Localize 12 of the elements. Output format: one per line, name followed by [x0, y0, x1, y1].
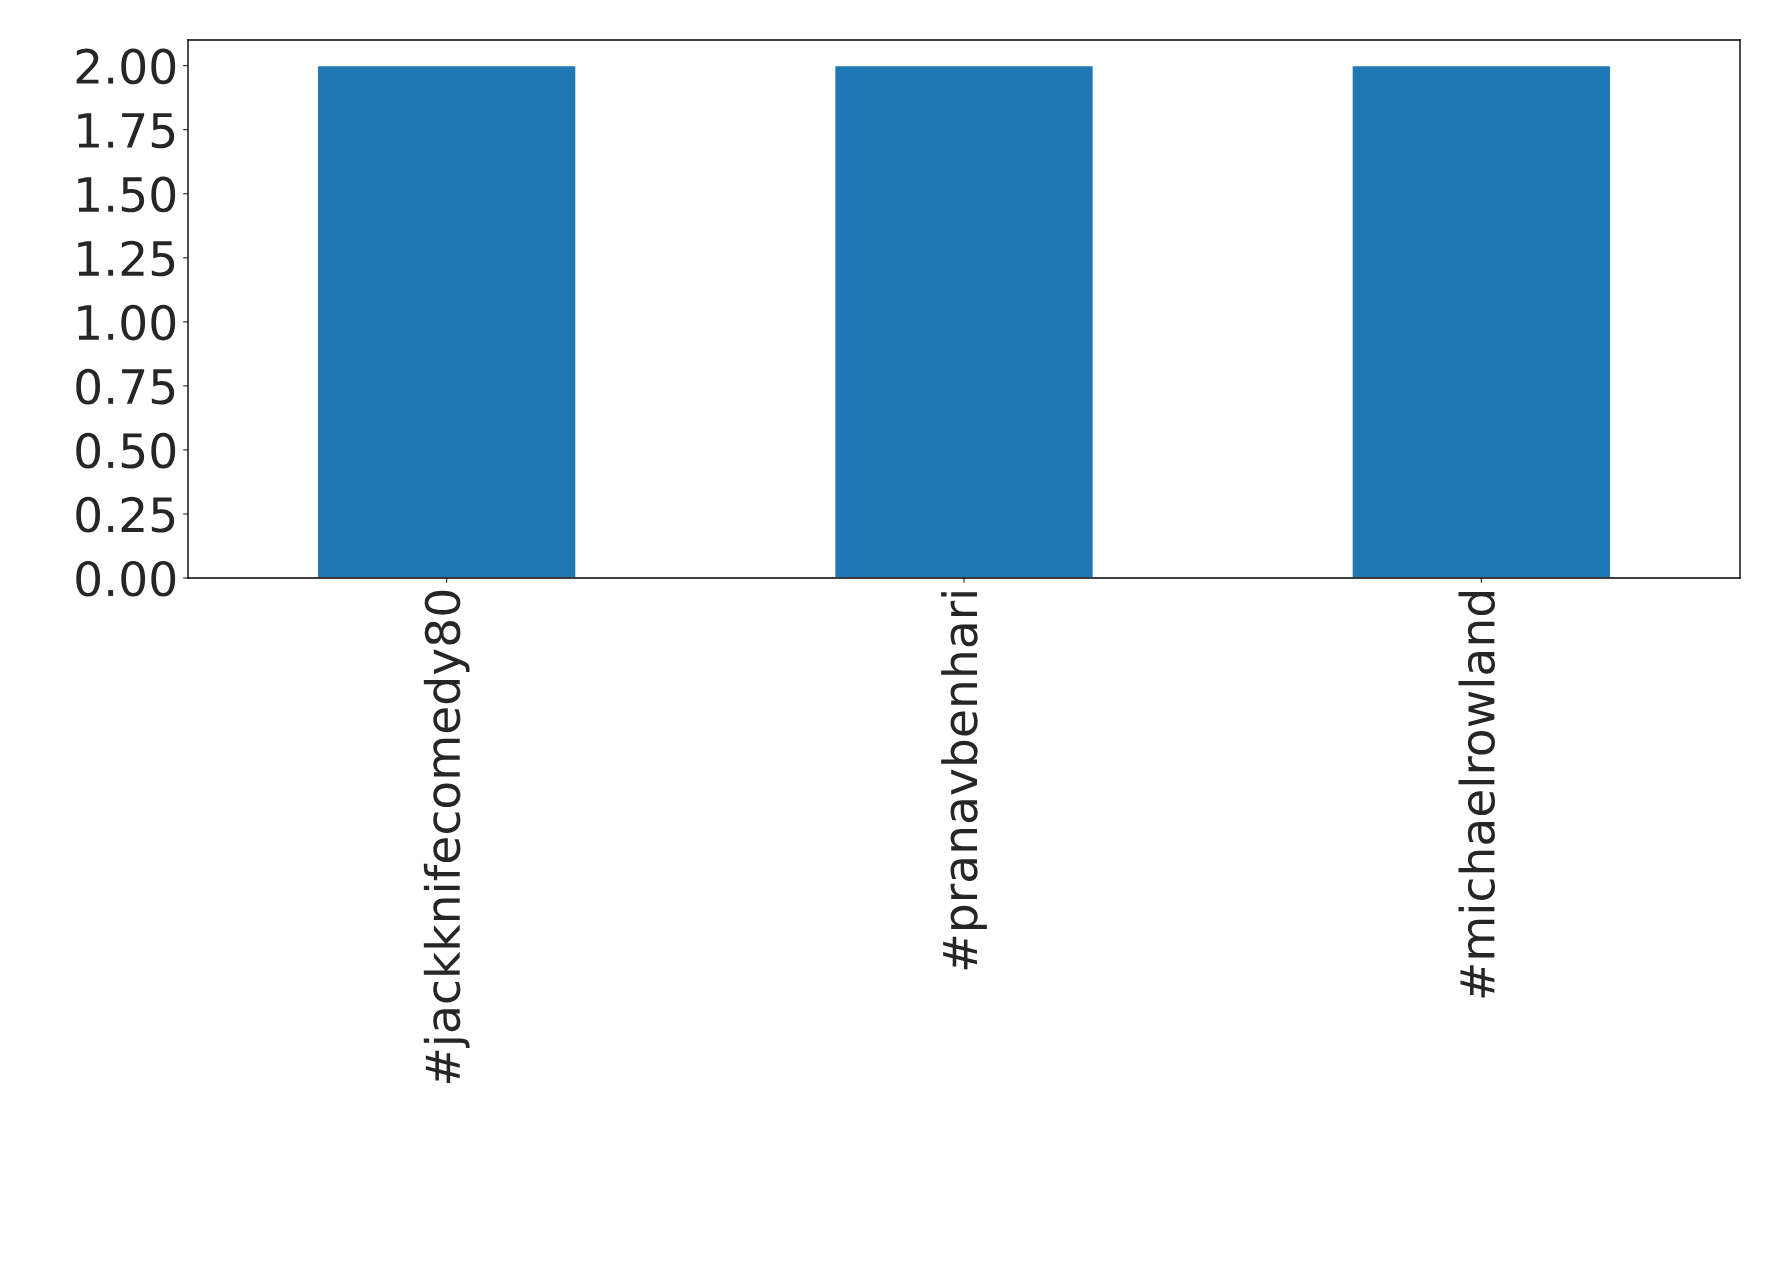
x-tick-label: #pranavbenhari — [941, 592, 987, 970]
y-tick-label: 0.50 — [76, 432, 176, 469]
y-tick-label: 1.50 — [78, 176, 176, 213]
y-tick-label: 0.75 — [76, 368, 175, 405]
y-tick-label: 1.00 — [78, 304, 176, 341]
y-tick-label: 2.00 — [76, 48, 176, 85]
y-tick-label: 1.75 — [78, 113, 175, 149]
y-tick-label: 0.25 — [76, 496, 175, 533]
x-tick-label: #jackknifecomedy80 — [423, 590, 470, 1084]
y-tick-label: 1.25 — [78, 240, 175, 277]
y-tick-label: 0.00 — [76, 560, 176, 597]
x-tick-label: #michaelrowland — [1458, 592, 1496, 998]
